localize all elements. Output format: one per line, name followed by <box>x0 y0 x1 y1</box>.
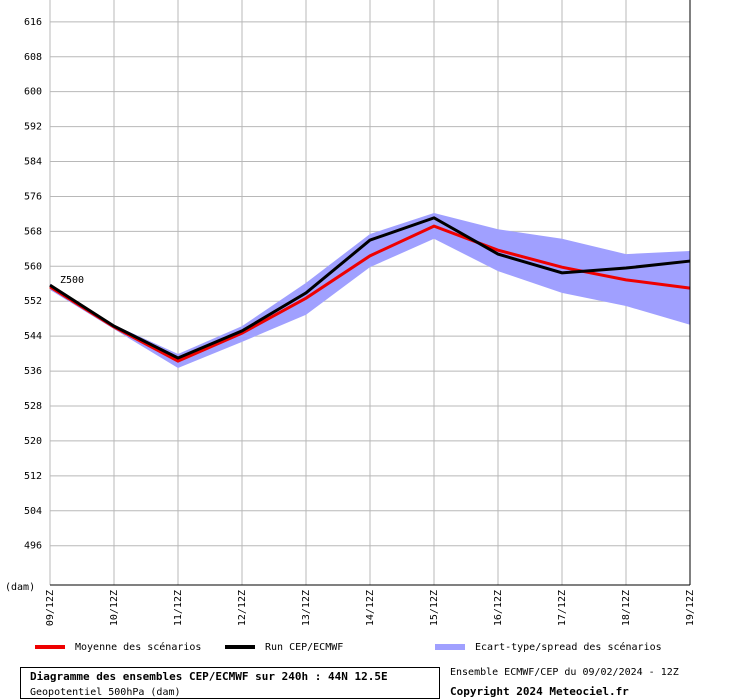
y-tick-label: 552 <box>24 296 42 307</box>
y-tick-label: 560 <box>24 261 42 272</box>
title-box <box>20 667 440 699</box>
y-tick-label: 520 <box>24 436 42 447</box>
copyright: Copyright 2024 Meteociel.fr <box>450 685 629 698</box>
y-tick-label: 576 <box>24 191 42 202</box>
y-unit: (dam) <box>5 582 35 593</box>
y-tick-label: 512 <box>24 471 42 482</box>
x-tick-label: 11/12Z <box>173 590 184 626</box>
marks <box>49 213 691 369</box>
y-tick-label: 600 <box>24 87 42 98</box>
x-tick-label: 17/12Z <box>557 590 568 626</box>
y-tick-label: 584 <box>24 157 42 168</box>
x-tick-label: 12/12Z <box>237 590 248 626</box>
legend-label: Moyenne des scénarios <box>75 641 201 653</box>
x-tick-label: 13/12Z <box>301 590 312 626</box>
x-tick-label: 19/12Z <box>685 590 696 626</box>
subtitle: Geopotentiel 500hPa (dam) <box>30 687 181 698</box>
y-tick-label: 608 <box>24 52 42 63</box>
y-tick-label: 536 <box>24 366 42 377</box>
annotation: Z500 <box>60 275 84 286</box>
x-tick-label: 18/12Z <box>621 590 632 626</box>
series-line <box>49 216 691 360</box>
chart-title: Diagramme des ensembles CEP/ECMWF sur 24… <box>30 670 388 683</box>
run-info: Ensemble ECMWF/CEP du 09/02/2024 - 12Z <box>450 667 679 678</box>
y-tick-label: 568 <box>24 226 42 237</box>
legend-label: Run CEP/ECMWF <box>265 642 343 653</box>
legend: Moyenne des scénarios Run CEP/ECMWF Ecart-… <box>35 641 662 653</box>
grid <box>49 0 691 585</box>
y-tick-label: 544 <box>24 331 42 342</box>
y-tick-label: 528 <box>24 401 42 412</box>
y-tick-label: 496 <box>24 541 42 552</box>
legend-label: Ecart-type/spread des scénarios <box>475 641 662 653</box>
x-tick-label: 09/12Z <box>45 590 56 626</box>
x-tick-label: 10/12Z <box>109 590 120 626</box>
y-tick-label: 616 <box>24 17 42 28</box>
y-tick-label: 504 <box>24 506 42 517</box>
x-tick-label: 16/12Z <box>493 590 504 626</box>
spread-band <box>50 213 690 369</box>
x-tick-label: 15/12Z <box>429 590 440 626</box>
x-tick-label: 14/12Z <box>365 590 376 626</box>
y-tick-label: 592 <box>24 122 42 133</box>
